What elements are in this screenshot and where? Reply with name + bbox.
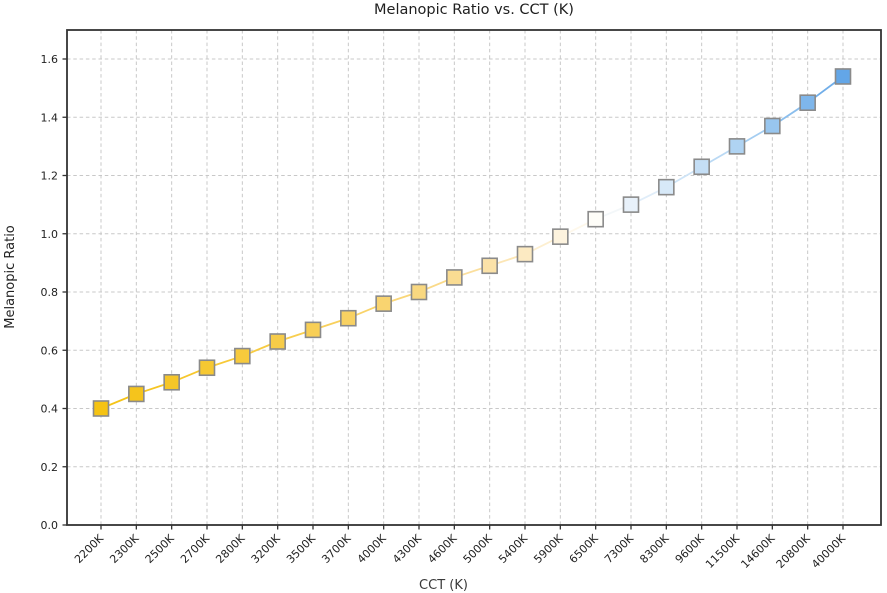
data-point-marker	[340, 309, 357, 327]
gridlines	[67, 30, 881, 525]
data-point-marker	[693, 158, 710, 176]
data-point-marker	[622, 196, 640, 213]
y-tick-label: 0.8	[41, 286, 59, 299]
data-point-marker	[481, 257, 498, 275]
x-tick-label: 3200K	[249, 531, 284, 566]
y-tick-label: 1.2	[41, 170, 59, 183]
data-point-marker	[587, 210, 604, 228]
data-point-marker	[516, 245, 534, 263]
x-tick-label: 2200K	[72, 531, 107, 566]
data-point-marker	[269, 333, 286, 350]
data-point-marker	[799, 94, 816, 111]
x-tick-label: 5000K	[461, 531, 496, 566]
x-tick-label: 4300K	[390, 531, 425, 566]
line-series	[100, 75, 844, 410]
chart-title: Melanopic Ratio vs. CCT (K)	[374, 2, 574, 18]
x-tick-label: 4600K	[425, 531, 460, 566]
x-tick-label: 4000K	[355, 531, 390, 566]
x-tick-label: 3500K	[284, 531, 319, 566]
data-point-marker	[446, 269, 463, 286]
x-tick-label: 40000K	[809, 531, 849, 571]
x-tick-label: 2300K	[107, 531, 142, 566]
data-point-marker	[375, 295, 392, 312]
x-tick-label: 5900K	[531, 531, 566, 566]
x-tick-label: 9600K	[673, 531, 708, 566]
axes	[62, 29, 882, 530]
x-tick-labels: 2200K 2300K 2500K 2700K 2800K 3200K 3500K 3700K…	[72, 531, 849, 571]
x-tick-label: 2500K	[143, 531, 178, 566]
data-point-marker	[163, 373, 180, 391]
data-point-marker	[92, 400, 110, 417]
data-point-marker	[410, 283, 428, 301]
x-tick-label: 8300K	[637, 531, 672, 566]
x-tick-label: 14600K	[738, 531, 778, 571]
plot-border	[66, 29, 882, 526]
data-point-marker	[834, 68, 852, 85]
x-tick-label: 6500K	[567, 531, 602, 566]
data-point-marker	[658, 178, 675, 196]
data-point-marker	[552, 228, 569, 245]
x-tick-label: 3700K	[319, 531, 354, 566]
data-point-marker	[128, 385, 145, 403]
data-point-markers	[92, 68, 852, 417]
y-tick-label: 1.0	[41, 228, 59, 241]
y-tick-label: 0.6	[41, 344, 59, 357]
y-tick-label: 1.4	[41, 111, 59, 124]
data-point-marker	[234, 347, 251, 365]
y-tick-label: 0.4	[41, 403, 59, 416]
x-tick-label: 7300K	[602, 531, 637, 566]
data-point-marker	[304, 321, 322, 339]
x-tick-label: 5400K	[496, 531, 531, 566]
x-tick-label: 2800K	[213, 531, 248, 566]
data-point-marker	[728, 138, 746, 155]
x-tick-label: 11500K	[703, 531, 743, 571]
y-tick-label: 0.2	[41, 461, 59, 474]
data-point-marker	[198, 359, 216, 377]
data-point-marker	[764, 117, 781, 135]
y-tick-label: 0.0	[41, 519, 59, 532]
y-tick-label: 1.6	[41, 53, 59, 66]
y-tick-labels: 0.0 0.2 0.4 0.6 0.8 1.0 1.2 1.4 1.6	[41, 53, 59, 532]
x-tick-label: 2700K	[178, 531, 213, 566]
x-tick-label: 20800K	[774, 531, 814, 571]
y-axis-label: Melanopic Ratio	[3, 225, 18, 329]
